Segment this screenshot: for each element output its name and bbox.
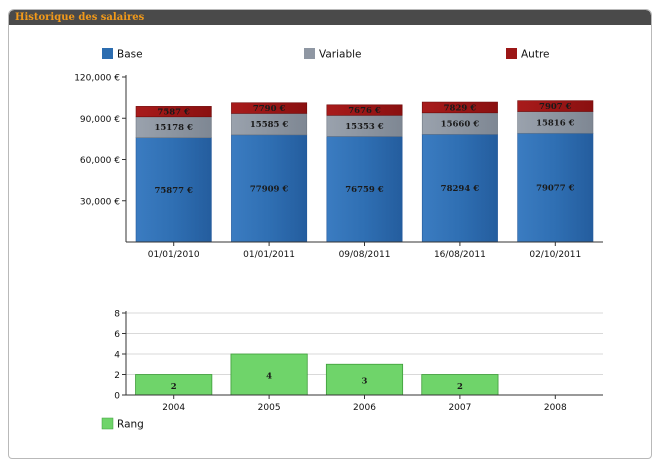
data-label-rang-1: 2: [171, 382, 177, 392]
bar-autre-1: [135, 106, 212, 118]
x-tick-label-4: 16/08/2011: [434, 250, 486, 260]
legend-label-base: Base: [117, 49, 143, 61]
legend-swatch-autre: [506, 48, 517, 59]
y2-tick-label-5: 8: [114, 310, 120, 320]
data-label-variable-2: 15585 €: [250, 120, 289, 130]
data-label-autre-5: 7907 €: [539, 102, 572, 112]
data-label-autre-2: 7790 €: [253, 104, 286, 114]
panel-title: Historique des salaires: [15, 12, 145, 23]
bar-autre-2: [231, 102, 308, 114]
y2-tick-label-3: 4: [114, 351, 120, 361]
bar-autre-3: [326, 104, 403, 116]
data-label-base-2: 77909 €: [250, 184, 289, 194]
legend-label-autre: Autre: [521, 49, 550, 61]
data-label-autre-3: 7676 €: [348, 106, 381, 116]
bar-rang-2: [230, 353, 308, 396]
bar-autre-5: [517, 100, 594, 112]
x-tick-label-5: 02/10/2011: [529, 250, 581, 260]
x-tick-label-3: 09/08/2011: [339, 250, 391, 260]
y2-tick-label-4: 6: [114, 330, 120, 340]
bar-autre-4: [421, 101, 498, 114]
x2-tick-label-4: 2007: [448, 403, 471, 413]
data-label-base-1: 75877 €: [154, 186, 193, 196]
x-tick-label-1: 01/01/2010: [148, 250, 200, 260]
bar-rang-3: [325, 363, 404, 396]
legend-label-variable: Variable: [319, 49, 362, 61]
x-tick-label-2: 01/01/2011: [243, 250, 295, 260]
data-label-rang-2: 4: [266, 372, 272, 382]
x2-tick-label-1: 2004: [162, 403, 185, 413]
legend-swatch-base: [102, 48, 113, 59]
y-tick-label-1: 30,000 €: [80, 197, 120, 207]
data-label-variable-1: 15178 €: [154, 123, 193, 133]
data-label-rang-3: 3: [362, 377, 368, 387]
rank-bar-chart: 0 2 4 6 8 2 2004 4 2005 3 2006 2 2007 2008 Rang: [101, 310, 603, 431]
bar-base-4: [421, 134, 498, 243]
data-label-autre-1: 7587 €: [157, 108, 190, 118]
data-label-base-4: 78294 €: [441, 184, 480, 194]
legend-swatch-rang: [101, 417, 114, 430]
x2-tick-label-3: 2006: [353, 403, 376, 413]
legend-swatch-variable: [304, 48, 315, 59]
x2-tick-label-5: 2008: [544, 403, 567, 413]
salary-stacked-bar-chart: Base Variable Autre 75877 € 15178 € 7587 € 01/…: [74, 48, 603, 260]
data-label-base-3: 76759 €: [345, 185, 384, 195]
bar-base-2: [231, 134, 308, 243]
y2-tick-label-2: 2: [114, 371, 120, 381]
data-label-variable-4: 15660 €: [441, 120, 480, 130]
data-label-variable-5: 15816 €: [536, 118, 575, 128]
y-tick-label-2: 60,000 €: [80, 156, 120, 166]
data-label-variable-3: 15353 €: [345, 122, 384, 132]
data-label-base-5: 79077 €: [536, 184, 575, 194]
data-label-rang-4: 2: [457, 382, 463, 392]
data-label-autre-4: 7829 €: [444, 103, 477, 113]
y-tick-label-4: 120,000 €: [74, 74, 120, 84]
x2-tick-label-2: 2005: [258, 403, 281, 413]
legend-label-rang: Rang: [117, 419, 144, 431]
y-tick-label-3: 90,000 €: [80, 115, 120, 125]
y2-tick-label-1: 0: [114, 392, 120, 402]
panel-header: Historique des salaires: [9, 10, 651, 25]
